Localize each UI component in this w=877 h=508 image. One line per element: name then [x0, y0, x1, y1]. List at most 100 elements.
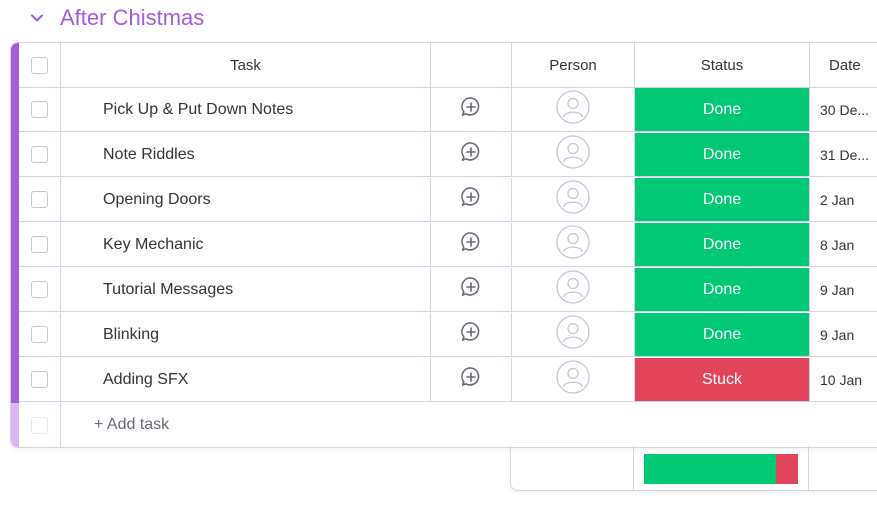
summary-stuck-segment [776, 454, 798, 484]
add-update-icon[interactable] [459, 275, 483, 304]
task-name: Opening Doors [103, 190, 211, 208]
table-row: Pick Up & Put Down Notes Done 30 De... [19, 88, 877, 132]
status-cell[interactable]: Done [635, 178, 810, 221]
date-cell[interactable]: 10 Jan [810, 358, 877, 401]
add-update-icon[interactable] [459, 230, 483, 259]
task-name-cell[interactable]: Note Riddles [61, 133, 431, 176]
date-cell[interactable]: 8 Jan [810, 223, 877, 266]
person-avatar-icon[interactable] [556, 135, 590, 174]
conversation-cell[interactable] [431, 88, 512, 131]
person-cell[interactable] [512, 358, 635, 401]
date-value: 9 Jan [820, 281, 855, 298]
conversation-cell[interactable] [431, 223, 512, 266]
task-column-header[interactable]: Task [61, 43, 431, 87]
add-update-icon[interactable] [459, 140, 483, 169]
row-check-cell [19, 133, 61, 176]
status-column-header[interactable]: Status [635, 43, 810, 87]
task-name-cell[interactable]: Opening Doors [61, 178, 431, 221]
status-label: Done [702, 325, 742, 343]
task-name: Blinking [103, 325, 160, 343]
status-summary-bar[interactable] [644, 454, 798, 484]
status-summary-row [510, 446, 877, 491]
date-cell[interactable]: 2 Jan [810, 178, 877, 221]
row-checkbox[interactable] [31, 281, 48, 298]
date-value: 31 De... [820, 146, 870, 163]
group-color-bar-light [11, 403, 19, 447]
date-cell[interactable]: 9 Jan [810, 268, 877, 311]
person-column-header[interactable]: Person [512, 43, 635, 87]
status-cell[interactable]: Done [635, 223, 810, 266]
row-checkbox[interactable] [31, 146, 48, 163]
table-row: Blinking Done 9 Jan [19, 313, 877, 357]
row-check-cell [19, 178, 61, 221]
status-cell[interactable]: Done [635, 313, 810, 356]
status-label: Done [702, 145, 742, 163]
conversation-cell[interactable] [431, 178, 512, 221]
person-avatar-icon[interactable] [556, 315, 590, 354]
task-name-cell[interactable]: Adding SFX [61, 358, 431, 401]
person-cell[interactable] [512, 223, 635, 266]
task-name: Tutorial Messages [103, 280, 234, 298]
date-cell[interactable]: 9 Jan [810, 313, 877, 356]
status-label: Done [702, 190, 742, 208]
conversation-cell[interactable] [431, 358, 512, 401]
status-header-label: Status [700, 56, 744, 74]
row-check-cell [19, 223, 61, 266]
task-name-cell[interactable]: Blinking [61, 313, 431, 356]
status-label: Done [702, 280, 742, 298]
add-update-icon[interactable] [459, 185, 483, 214]
chevron-down-icon[interactable] [26, 7, 48, 29]
person-avatar-icon[interactable] [556, 270, 590, 309]
person-cell[interactable] [512, 88, 635, 131]
row-checkbox[interactable] [31, 236, 48, 253]
status-cell[interactable]: Done [635, 88, 810, 131]
person-cell[interactable] [512, 268, 635, 311]
task-name: Pick Up & Put Down Notes [103, 100, 294, 118]
task-name: Key Mechanic [103, 235, 204, 253]
person-avatar-icon[interactable] [556, 225, 590, 264]
person-avatar-icon[interactable] [556, 90, 590, 129]
date-header-label: Date [829, 56, 861, 74]
row-checkbox[interactable] [31, 101, 48, 118]
add-task-check-cell [19, 403, 61, 447]
person-avatar-icon[interactable] [556, 360, 590, 399]
date-cell[interactable]: 30 De... [810, 88, 877, 131]
person-cell[interactable] [512, 178, 635, 221]
add-update-icon[interactable] [459, 320, 483, 349]
person-avatar-icon[interactable] [556, 180, 590, 219]
task-name: Adding SFX [103, 370, 189, 388]
date-value: 10 Jan [820, 371, 863, 388]
task-name-cell[interactable]: Key Mechanic [61, 223, 431, 266]
group-title[interactable]: After Chistmas [60, 5, 205, 30]
person-cell[interactable] [512, 133, 635, 176]
add-update-icon[interactable] [459, 95, 483, 124]
person-cell[interactable] [512, 313, 635, 356]
task-name-cell[interactable]: Tutorial Messages [61, 268, 431, 311]
row-checkbox[interactable] [31, 371, 48, 388]
row-check-cell [19, 313, 61, 356]
table-row: Opening Doors Done 2 Jan [19, 178, 877, 222]
date-cell[interactable]: 31 De... [810, 133, 877, 176]
task-header-label: Task [230, 56, 261, 74]
row-check-cell [19, 268, 61, 311]
date-value: 9 Jan [820, 326, 855, 343]
row-checkbox[interactable] [31, 191, 48, 208]
task-name-cell[interactable]: Pick Up & Put Down Notes [61, 88, 431, 131]
table-row: Key Mechanic Done 8 Jan [19, 223, 877, 267]
table-row: Note Riddles Done 31 De... [19, 133, 877, 177]
date-value: 30 De... [820, 101, 870, 118]
conversation-cell[interactable] [431, 268, 512, 311]
select-all-checkbox[interactable] [31, 56, 48, 74]
add-task-button[interactable]: + Add task [94, 416, 170, 433]
summary-divider [633, 446, 634, 490]
row-checkbox[interactable] [31, 326, 48, 343]
conversation-cell[interactable] [431, 313, 512, 356]
status-cell[interactable]: Done [635, 268, 810, 311]
add-update-icon[interactable] [459, 365, 483, 394]
status-label: Done [702, 235, 742, 253]
status-cell[interactable]: Done [635, 133, 810, 176]
date-column-header[interactable]: Date [810, 43, 877, 87]
select-all-cell [19, 43, 61, 87]
status-cell[interactable]: Stuck [635, 358, 810, 401]
conversation-cell[interactable] [431, 133, 512, 176]
